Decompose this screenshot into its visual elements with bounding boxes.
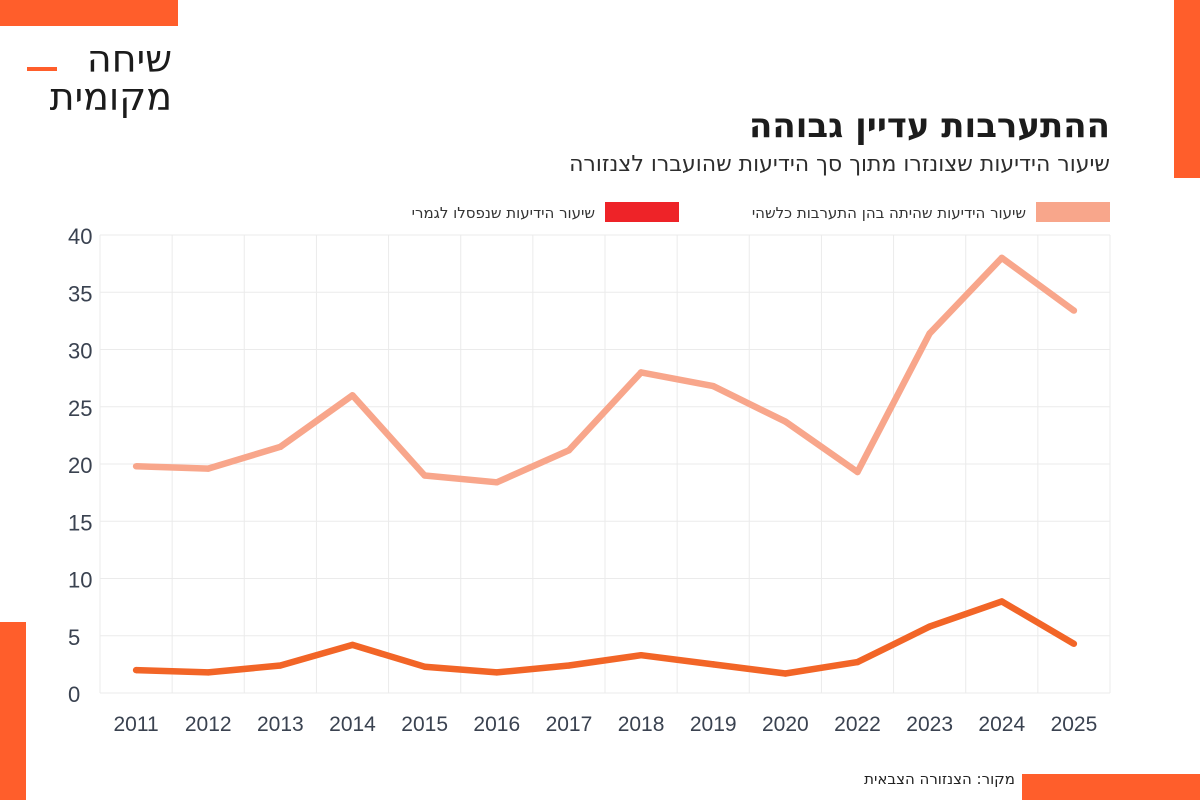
logo: שיחה מקומית (22, 40, 172, 116)
y-tick-label: 30 (68, 339, 92, 364)
data-point-series-1 (349, 392, 356, 399)
data-point-series-1 (421, 472, 428, 479)
accent-bar-bottom-right (1022, 774, 1200, 800)
data-point-series-1 (565, 447, 573, 454)
logo-line-1: שיחה (86, 37, 172, 81)
x-tick-label: 2014 (329, 713, 376, 736)
x-tick-label: 2016 (473, 713, 520, 736)
series-line-1 (135, 254, 1076, 486)
series-line-2 (135, 598, 1076, 677)
x-tick-label: 2017 (546, 713, 593, 736)
x-tick-label: 2019 (690, 713, 737, 736)
accent-bar-bottom-left (0, 622, 26, 800)
chart-subtitle: שיעור הידיעות שצונזרו מתוך סך הידיעות שה… (569, 152, 1110, 177)
legend-label-any-intervention: שיעור הידיעות שהיתה בהן התערבות כלשהי (751, 204, 1026, 222)
y-tick-label: 25 (68, 396, 92, 421)
data-point-series-2 (710, 661, 717, 668)
y-tick-label: 35 (68, 281, 92, 306)
legend-swatch-fully-rejected (605, 202, 679, 222)
data-point-series-1 (205, 465, 212, 472)
data-point-series-2 (565, 662, 573, 669)
data-point-series-1 (998, 254, 1005, 262)
x-tick-label: 2015 (401, 713, 448, 736)
data-point-series-1 (637, 369, 645, 376)
y-tick-label: 20 (68, 453, 92, 478)
x-tick-label: 2018 (618, 713, 665, 736)
data-point-series-2 (637, 652, 645, 659)
data-point-series-1 (926, 330, 933, 337)
x-tick-label: 2011 (113, 713, 158, 736)
data-point-series-2 (998, 598, 1005, 605)
x-tick-label: 2024 (978, 713, 1025, 736)
accent-bar-top-right (1174, 0, 1200, 178)
data-point-series-2 (277, 662, 284, 669)
x-tick-label: 2020 (762, 713, 809, 736)
data-point-series-2 (349, 641, 356, 649)
x-tick-label: 2025 (1051, 713, 1098, 736)
data-point-series-1 (1070, 307, 1078, 314)
data-point-series-2 (1070, 640, 1078, 647)
data-point-series-1 (782, 418, 789, 425)
data-point-series-1 (277, 443, 284, 451)
data-point-series-2 (854, 658, 861, 666)
data-point-series-1 (854, 468, 861, 476)
data-point-series-2 (205, 669, 212, 676)
x-tick-label: 2013 (257, 713, 304, 736)
series-lines (132, 254, 1078, 677)
y-tick-label: 15 (68, 510, 92, 535)
chart-title: ההתערבות עדיין גבוהה (748, 106, 1110, 146)
x-axis-ticks: 2011 2012 2013 2014 2015 2016 2017 2018 2019 2020… (113, 713, 1097, 736)
x-tick-label: 2023 (906, 713, 953, 736)
data-point-series-2 (926, 623, 933, 630)
accent-bar-top-left (0, 0, 178, 26)
data-point-series-2 (132, 666, 140, 674)
y-tick-label: 5 (68, 625, 80, 650)
data-point-series-2 (493, 669, 500, 676)
source-note: מקור: הצנזורה הצבאית (864, 770, 1015, 788)
data-point-series-1 (493, 479, 500, 486)
y-tick-label: 0 (68, 682, 80, 707)
y-axis-ticks: 0 5 10 15 20 25 30 35 40 (68, 224, 92, 707)
data-point-series-1 (710, 382, 717, 390)
x-tick-label: 2012 (185, 713, 232, 736)
data-point-series-2 (421, 663, 428, 670)
logo-line-2: מקומית (49, 75, 172, 119)
logo-dash (27, 67, 57, 71)
legend-label-fully-rejected: שיעור הידיעות שנפסלו לגמרי (411, 204, 595, 222)
x-tick-label: 2022 (834, 713, 881, 736)
data-point-series-1 (132, 463, 140, 470)
y-tick-label: 40 (68, 224, 92, 249)
data-point-series-2 (782, 670, 789, 677)
legend-swatch-any-intervention (1036, 202, 1110, 222)
y-tick-label: 10 (68, 568, 92, 593)
